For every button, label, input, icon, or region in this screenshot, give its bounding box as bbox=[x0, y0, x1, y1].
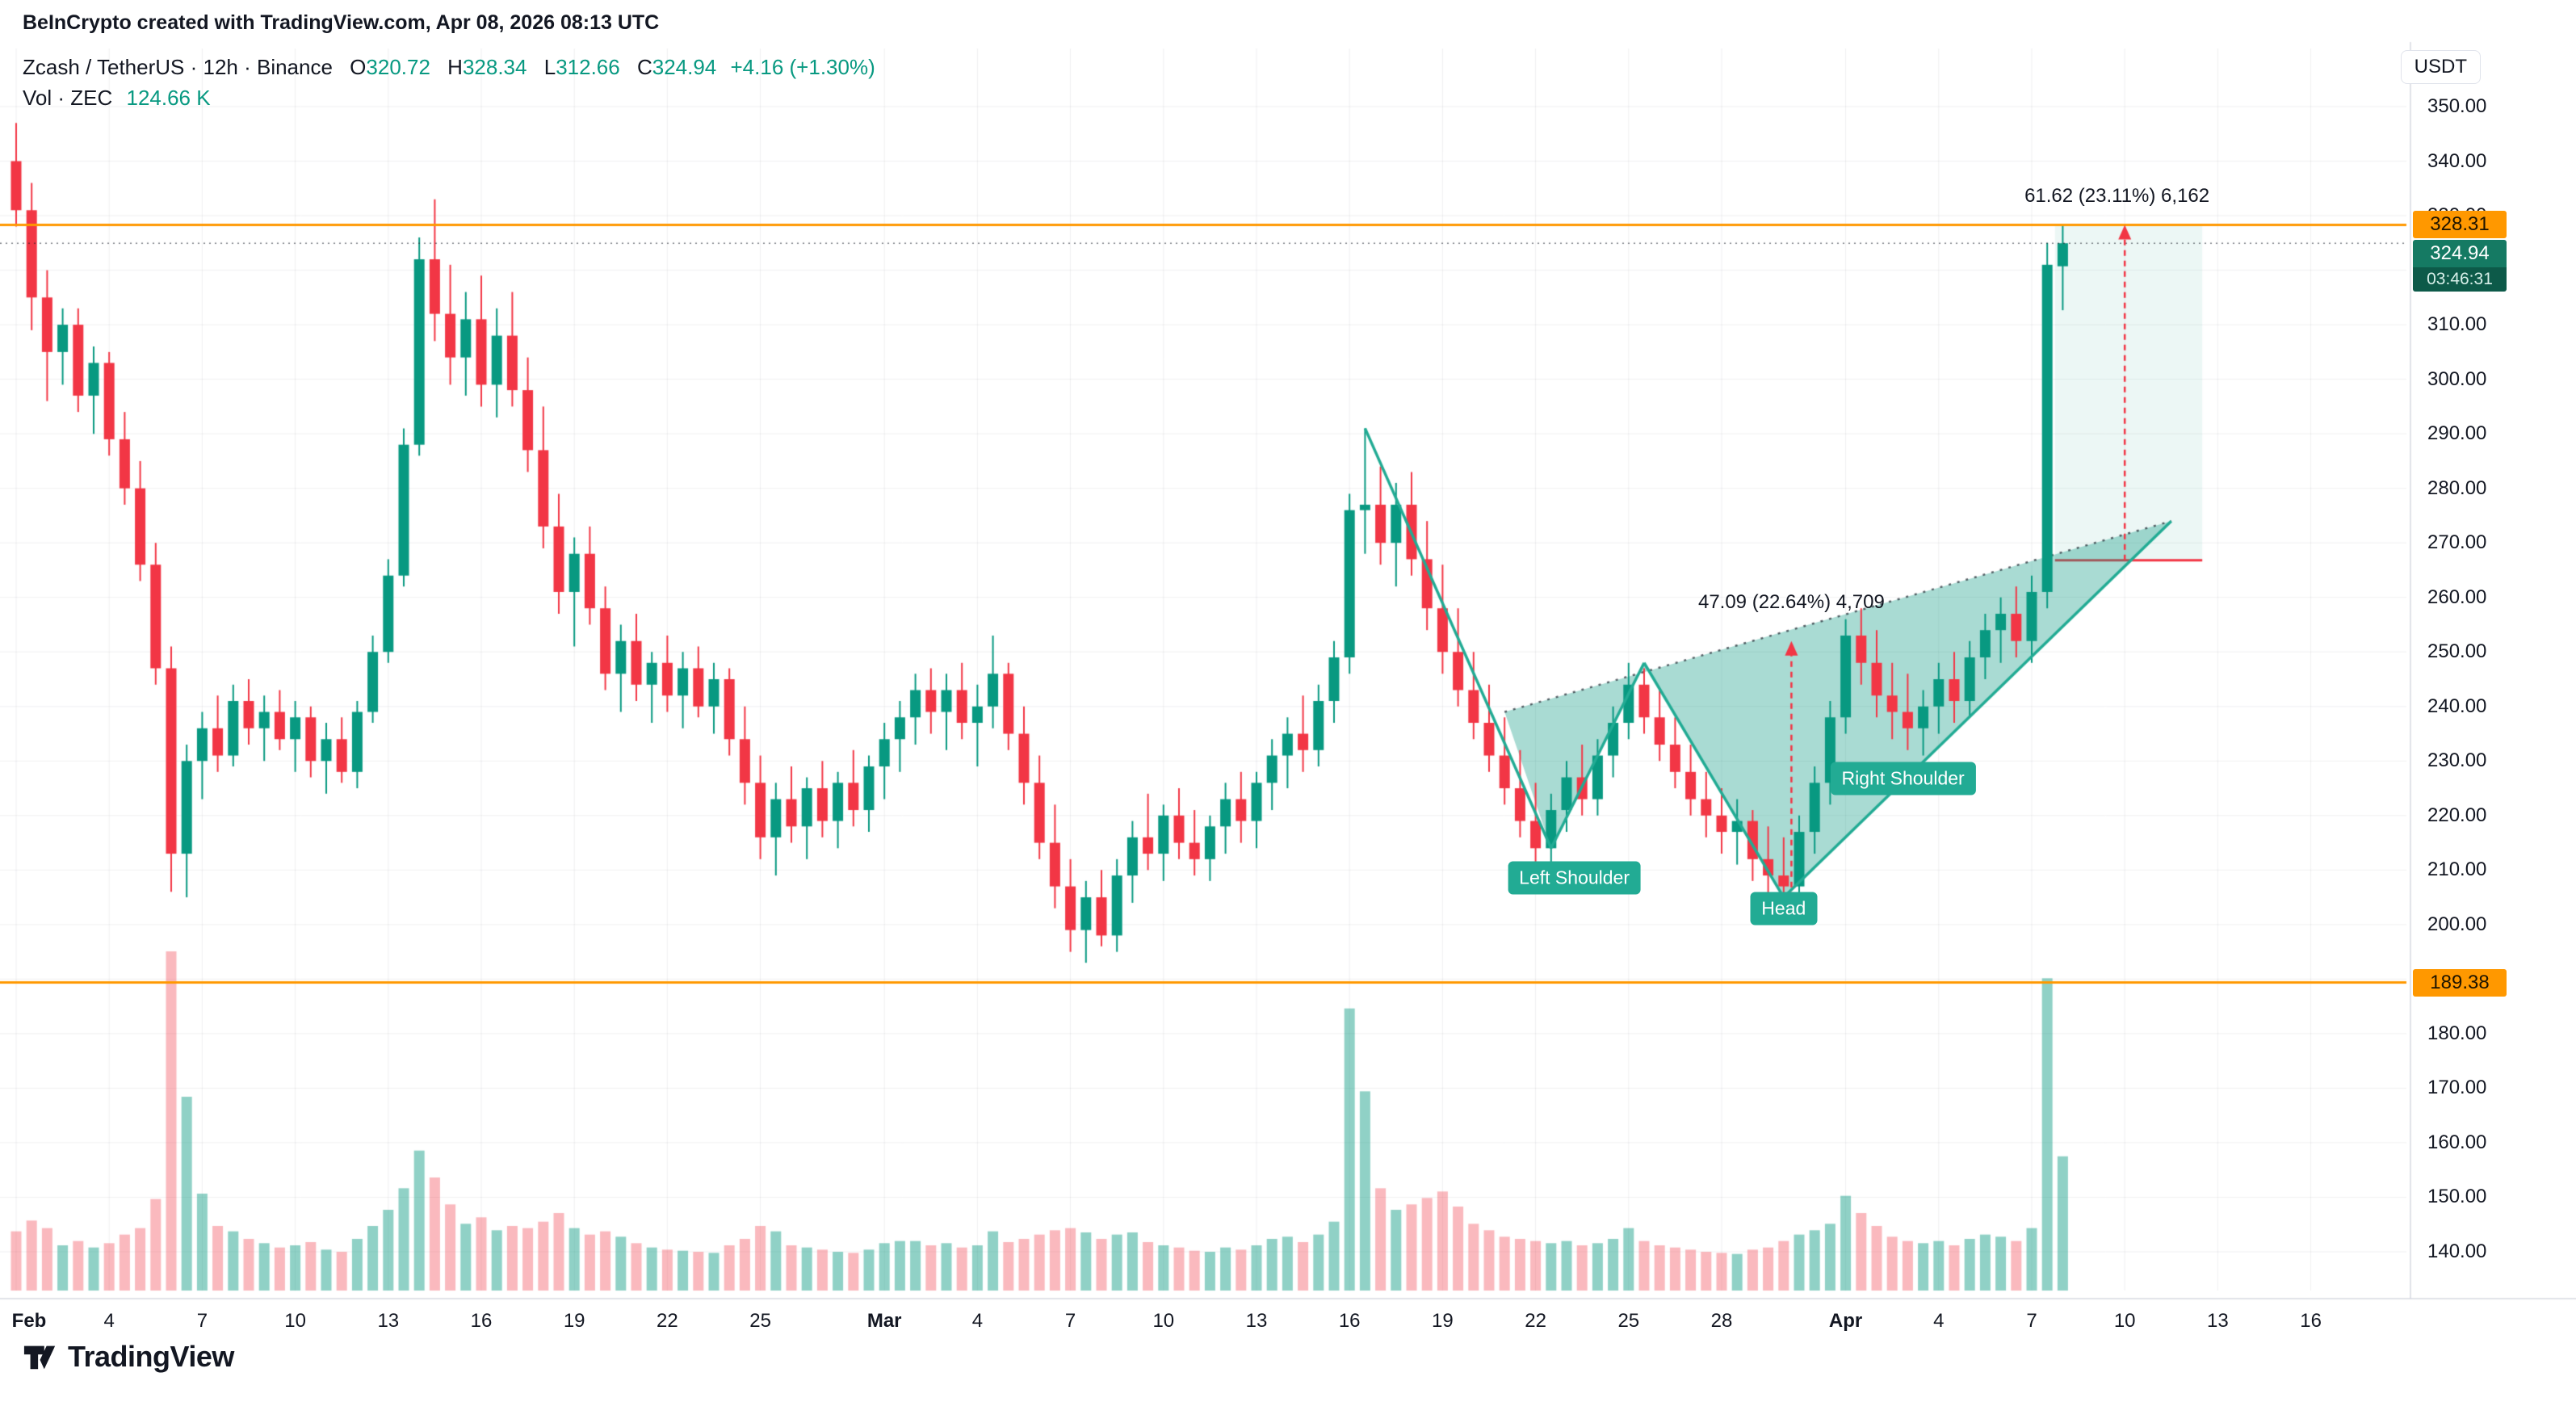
tradingview-footer-logo[interactable]: TradingView bbox=[23, 1339, 234, 1375]
price-tick-label: 250.00 bbox=[2427, 640, 2487, 663]
time-tick-label: 16 bbox=[1338, 1310, 1361, 1332]
low-label: L bbox=[543, 55, 556, 79]
price-tick-label: 280.00 bbox=[2427, 476, 2487, 499]
price-tick-label: 350.00 bbox=[2427, 95, 2487, 117]
time-tick-label: 10 bbox=[2113, 1310, 2136, 1332]
target-measurement-label[interactable]: 61.62 (23.11%) 6,162 bbox=[2024, 185, 2210, 208]
time-tick-label: 7 bbox=[1064, 1310, 1076, 1332]
open-label: O bbox=[350, 55, 367, 79]
time-tick-label: 7 bbox=[2026, 1310, 2037, 1332]
time-tick-label: 16 bbox=[470, 1310, 493, 1332]
price-tick-label: 300.00 bbox=[2427, 367, 2487, 390]
head-measurement-label[interactable]: 47.09 (22.64%) 4,709 bbox=[1697, 591, 1885, 614]
price-tick-label: 290.00 bbox=[2427, 422, 2487, 445]
close-value: 324.94 bbox=[652, 55, 717, 79]
price-tick-label: 150.00 bbox=[2427, 1186, 2487, 1208]
low-value: 312.66 bbox=[556, 55, 620, 79]
price-tick-label: 180.00 bbox=[2427, 1022, 2487, 1044]
volume-label: Vol · ZEC bbox=[23, 86, 113, 110]
head-label[interactable]: Head bbox=[1750, 892, 1818, 926]
tradingview-logo-icon bbox=[23, 1345, 56, 1370]
volume-legend[interactable]: Vol · ZEC 124.66 K bbox=[23, 86, 211, 111]
symbol-title[interactable]: Zcash / TetherUS · 12h · Binance bbox=[23, 55, 333, 79]
price-tick-label: 200.00 bbox=[2427, 913, 2487, 935]
volume-value: 124.66 K bbox=[126, 86, 211, 110]
high-value: 328.34 bbox=[462, 55, 527, 79]
time-tick-label: 13 bbox=[1245, 1310, 1268, 1332]
time-tick-label: 22 bbox=[657, 1310, 678, 1332]
time-tick-label: 10 bbox=[1152, 1310, 1175, 1332]
left-shoulder-label[interactable]: Left Shoulder bbox=[1508, 861, 1642, 895]
close-label: C bbox=[636, 55, 652, 79]
time-tick-label: 7 bbox=[196, 1310, 208, 1332]
high-label: H bbox=[447, 55, 463, 79]
time-tick-label: 4 bbox=[103, 1310, 115, 1332]
price-tick-label: 210.00 bbox=[2427, 858, 2487, 881]
price-tick-label: 170.00 bbox=[2427, 1077, 2487, 1099]
price-tick-label: 240.00 bbox=[2427, 695, 2487, 717]
price-tick-label: 270.00 bbox=[2427, 531, 2487, 554]
time-tick-label: 4 bbox=[1933, 1310, 1945, 1332]
right-shoulder-label[interactable]: Right Shoulder bbox=[1830, 762, 1976, 795]
price-tick-label: 160.00 bbox=[2427, 1131, 2487, 1153]
symbol-legend[interactable]: Zcash / TetherUS · 12h · Binance O320.72… bbox=[23, 55, 875, 80]
price-tick-label: 260.00 bbox=[2427, 586, 2487, 608]
time-tick-label: Apr bbox=[1828, 1310, 1863, 1332]
time-tick-label: 28 bbox=[1710, 1310, 1733, 1332]
price-tick-label: 310.00 bbox=[2427, 313, 2487, 336]
time-tick-label: 19 bbox=[563, 1310, 585, 1332]
time-tick-label: 16 bbox=[2300, 1310, 2322, 1332]
time-tick-label: Feb bbox=[11, 1310, 47, 1332]
price-tick-label: 230.00 bbox=[2427, 749, 2487, 772]
time-tick-label: 25 bbox=[1617, 1310, 1640, 1332]
time-tick-label: 13 bbox=[2207, 1310, 2229, 1332]
price-tick-label: 340.00 bbox=[2427, 149, 2487, 172]
resistance-price-badge: 328.31 bbox=[2413, 211, 2507, 239]
change-value: +4.16 (+1.30%) bbox=[730, 55, 875, 79]
last-price-badge: 324.94 bbox=[2413, 240, 2507, 268]
time-tick-label: 4 bbox=[971, 1310, 984, 1332]
time-tick-label: 10 bbox=[284, 1310, 306, 1332]
time-tick-label: 13 bbox=[377, 1310, 400, 1332]
time-tick-label: 19 bbox=[1432, 1310, 1454, 1332]
open-value: 320.72 bbox=[366, 55, 430, 79]
attribution-text: BeInCrypto created with TradingView.com,… bbox=[23, 11, 660, 34]
price-tick-label: 140.00 bbox=[2427, 1240, 2487, 1262]
time-tick-label: 25 bbox=[749, 1310, 771, 1332]
currency-unit-button[interactable]: USDT bbox=[2400, 50, 2481, 84]
tradingview-brand-text: TradingView bbox=[68, 1340, 234, 1373]
support-price-badge: 189.38 bbox=[2413, 968, 2507, 997]
last-price-badge-group: 324.94 03:46:31 bbox=[2413, 240, 2507, 292]
price-tick-label: 220.00 bbox=[2427, 804, 2487, 826]
bar-countdown-badge: 03:46:31 bbox=[2413, 267, 2507, 292]
time-tick-label: Mar bbox=[866, 1310, 902, 1332]
time-tick-label: 22 bbox=[1525, 1310, 1546, 1332]
